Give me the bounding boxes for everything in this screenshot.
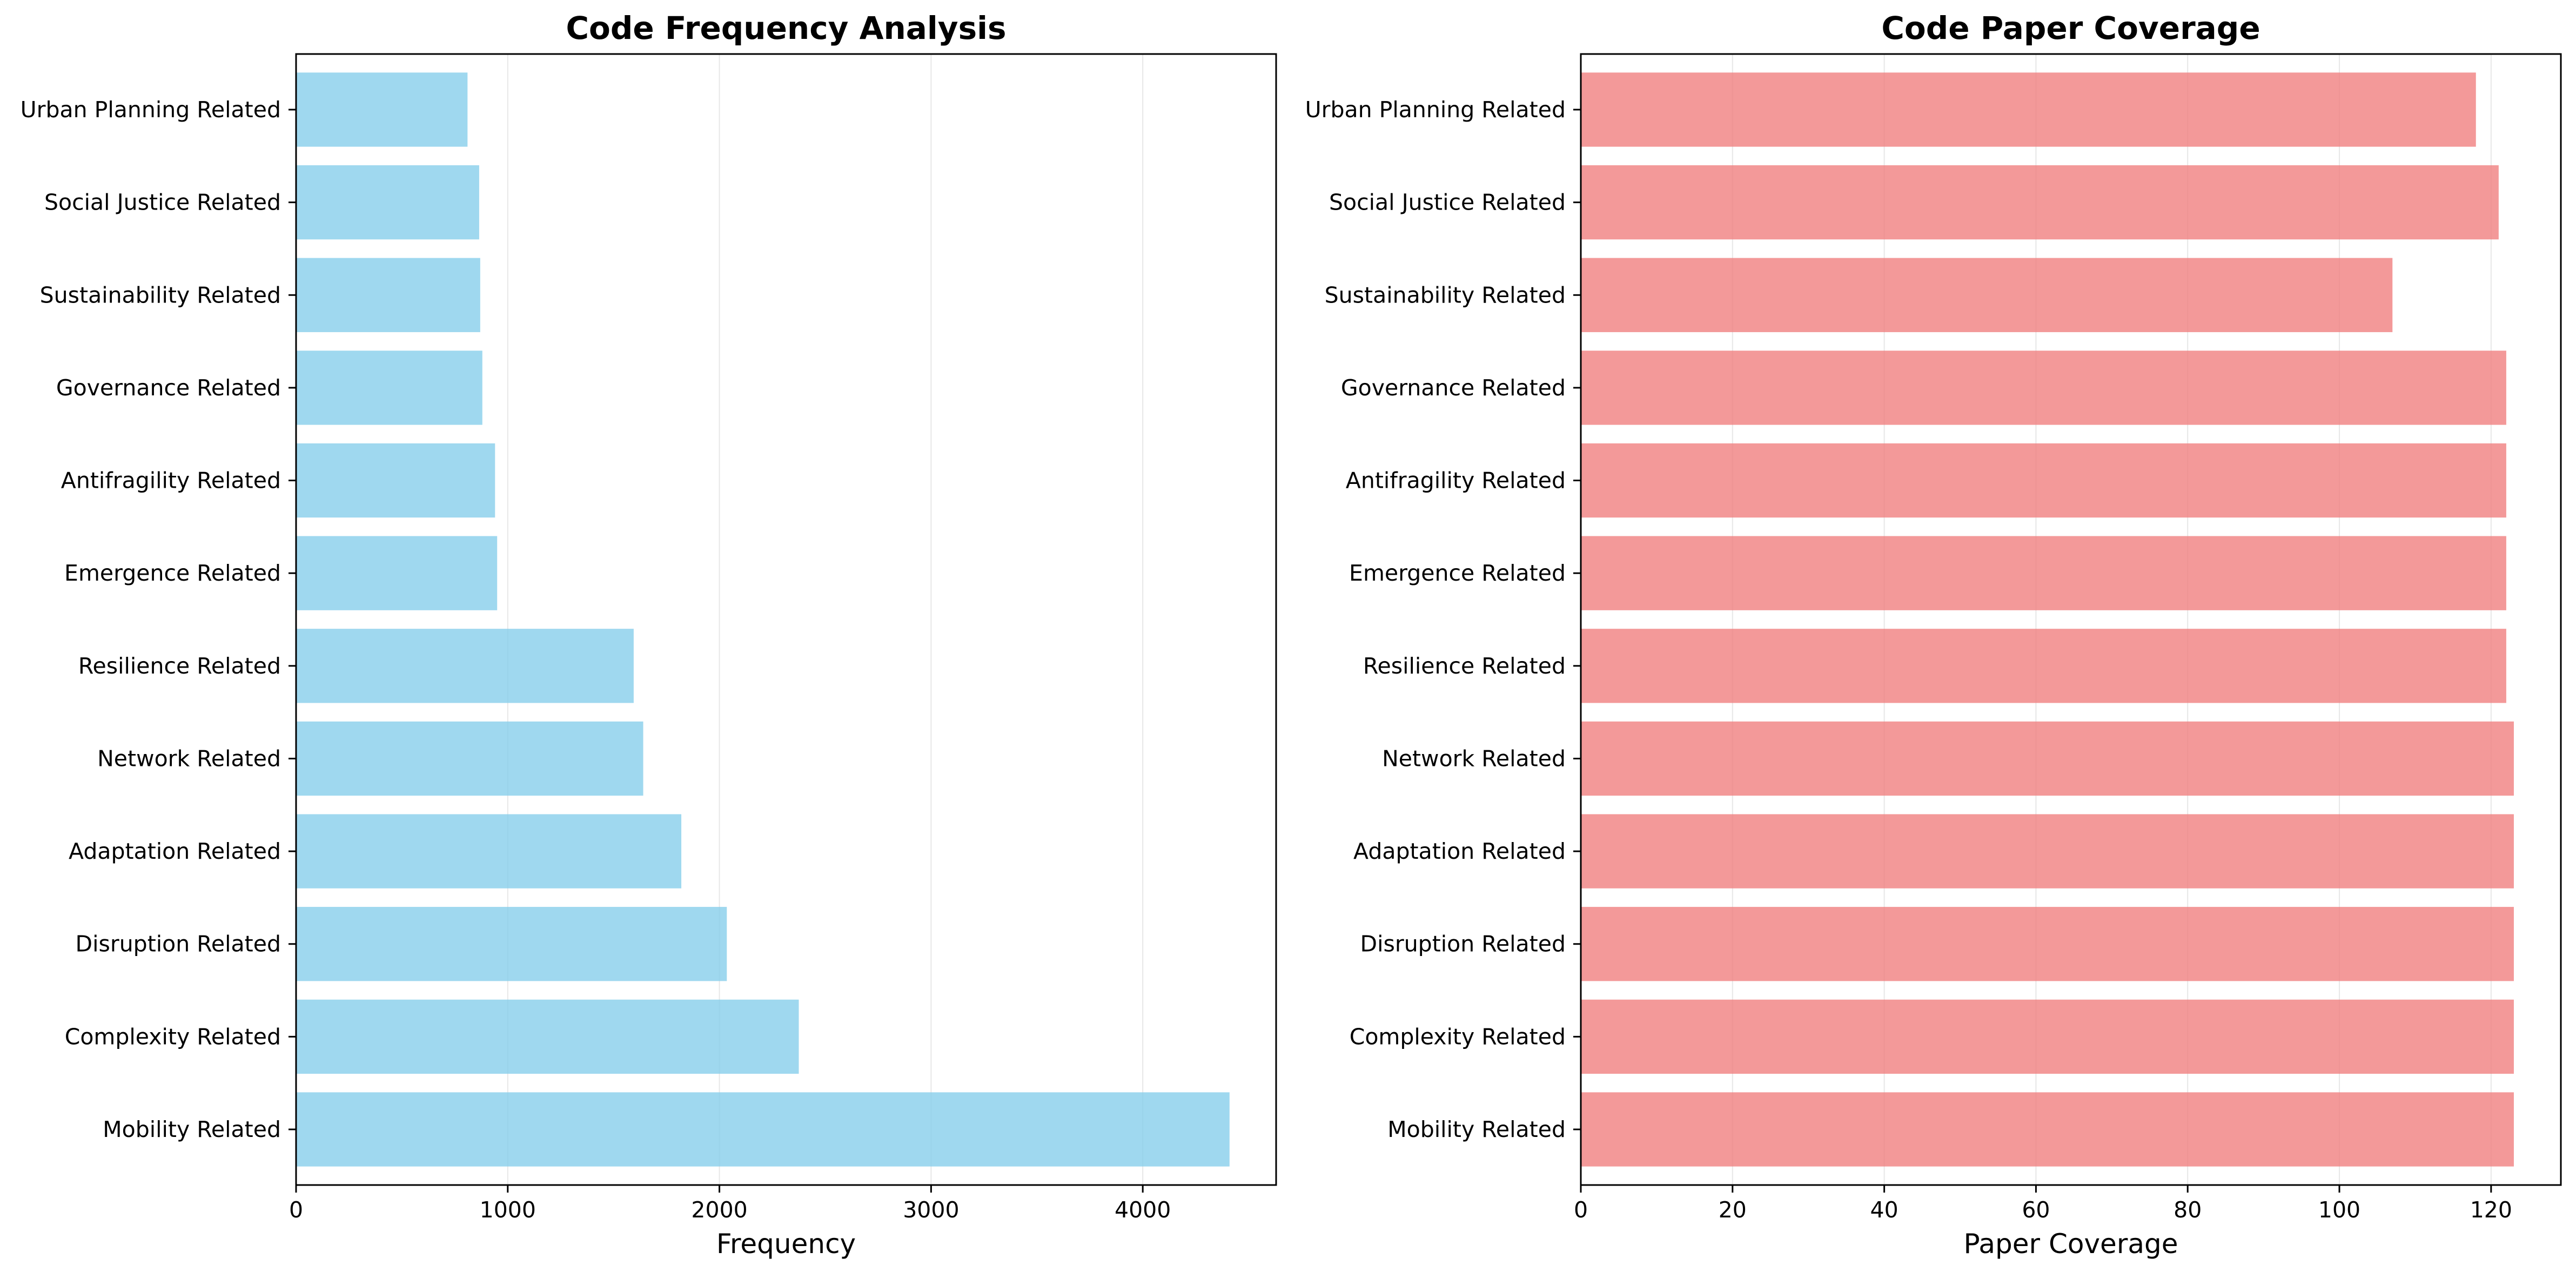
coverage-category-label: Adaptation Related [1353,838,1566,864]
frequency-bar [296,999,799,1074]
frequency-x-axis-label: Frequency [716,1228,856,1260]
coverage-x-axis-label: Paper Coverage [1963,1228,2178,1260]
frequency-bar [296,258,480,332]
coverage-category-label: Emergence Related [1349,560,1566,586]
coverage-category-label: Mobility Related [1387,1116,1566,1142]
frequency-x-tick-label: 2000 [691,1197,747,1223]
coverage-panel: 0 20 40 60 80 100 120 Mobility Related Complexit… [1305,10,2562,1260]
coverage-x-tick-label: 120 [2470,1197,2512,1223]
coverage-bar [1581,258,2393,332]
frequency-category-label: Urban Planning Related [21,97,281,123]
coverage-category-label: Complexity Related [1350,1024,1566,1049]
frequency-bar [296,72,468,147]
coverage-bar [1581,814,2514,888]
frequency-x-tick-label: 0 [289,1197,303,1223]
coverage-bar [1581,351,2506,425]
frequency-bar [296,907,727,981]
frequency-category-label: Sustainability Related [40,282,281,308]
frequency-category-label: Disruption Related [76,931,281,957]
frequency-bar [296,536,498,610]
frequency-panel: 0 1000 2000 3000 4000 Mobility Related Complex… [21,10,1277,1260]
frequency-bar [296,629,634,703]
frequency-category-label: Antifragility Related [61,468,281,494]
frequency-x-tick-label: 3000 [903,1197,959,1223]
coverage-bar [1581,721,2514,796]
coverage-x-tick-label: 40 [1870,1197,1899,1223]
frequency-bar [296,443,495,518]
frequency-axes-frame [295,53,1277,1186]
coverage-title: Code Paper Coverage [1881,10,2260,46]
frequency-category-label: Mobility Related [103,1116,281,1142]
frequency-x-tick-label: 4000 [1115,1197,1171,1223]
coverage-bar [1581,443,2506,518]
coverage-bar [1581,1092,2514,1167]
frequency-category-label: Adaptation Related [69,838,281,864]
frequency-bar [296,351,482,425]
coverage-bar [1581,536,2506,610]
coverage-category-label: Antifragility Related [1346,468,1566,494]
frequency-category-label: Emergence Related [64,560,281,586]
coverage-x-tick-label: 100 [2318,1197,2360,1223]
frequency-bar [296,721,643,796]
coverage-bar [1581,907,2514,981]
coverage-category-label: Disruption Related [1360,931,1566,957]
coverage-x-tick-label: 20 [1719,1197,1747,1223]
coverage-category-label: Governance Related [1341,375,1566,401]
coverage-category-label: Urban Planning Related [1305,97,1566,123]
coverage-bar [1581,165,2499,240]
frequency-category-label: Complexity Related [65,1024,281,1049]
frequency-x-tick-label: 1000 [480,1197,536,1223]
frequency-bar [296,814,682,888]
frequency-category-label: Resilience Related [78,653,281,679]
frequency-category-label: Social Justice Related [44,190,281,216]
frequency-title: Code Frequency Analysis [566,10,1006,46]
coverage-category-label: Resilience Related [1363,653,1566,679]
coverage-category-label: Sustainability Related [1325,282,1566,308]
coverage-bar [1581,999,2514,1074]
frequency-category-label: Governance Related [56,375,281,401]
coverage-axes-frame [1580,53,2562,1186]
coverage-category-label: Network Related [1382,745,1566,771]
frequency-bar [296,165,479,240]
frequency-bar [296,1092,1230,1167]
coverage-bar [1581,72,2476,147]
coverage-x-tick-label: 80 [2174,1197,2202,1223]
coverage-category-label: Social Justice Related [1329,190,1566,216]
coverage-x-tick-label: 60 [2022,1197,2050,1223]
frequency-category-label: Network Related [97,745,281,771]
coverage-x-tick-label: 0 [1574,1197,1588,1223]
coverage-bar [1581,629,2506,703]
